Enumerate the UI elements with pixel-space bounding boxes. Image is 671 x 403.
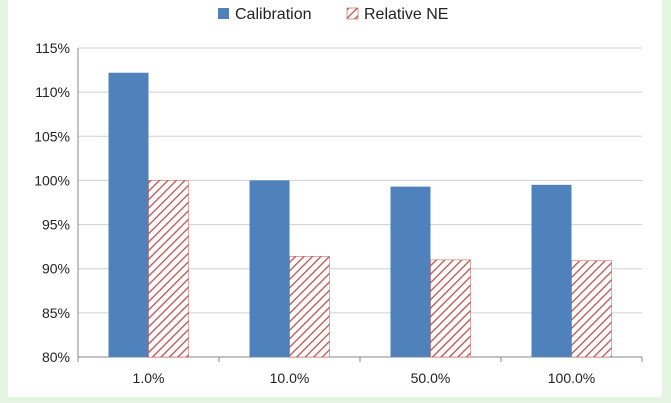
legend-label: Calibration — [235, 6, 311, 23]
y-tick-label: 80% — [42, 349, 70, 365]
x-tick-label: 1.0% — [133, 370, 165, 386]
bar-relative-ne — [430, 259, 471, 358]
legend: Calibration Relative NE — [218, 6, 448, 23]
bar-calibration — [390, 186, 431, 357]
x-tick-label: 100.0% — [548, 370, 595, 386]
bar-calibration — [249, 180, 290, 357]
x-tick-label: 10.0% — [270, 370, 310, 386]
legend-swatch — [218, 8, 229, 19]
bar-calibration — [531, 184, 572, 357]
y-tick-label: 105% — [34, 128, 70, 144]
legend-label: Relative NE — [364, 6, 448, 23]
x-tick-label: 50.0% — [411, 370, 451, 386]
y-tick-label: 85% — [42, 305, 70, 321]
bar-relative-ne — [571, 260, 612, 358]
y-tick-label: 90% — [42, 261, 70, 277]
y-tick-label: 115% — [35, 40, 70, 56]
chart-panel: Calibration Relative NE 80% 85% 90% 95% 100% 1… — [8, 0, 662, 397]
bar-calibration — [108, 72, 149, 357]
chart: Calibration Relative NE 80% 85% 90% 95% 100% 1… — [34, 6, 643, 386]
bar-relative-ne — [148, 180, 189, 358]
bar-relative-ne — [289, 256, 330, 358]
x-axis: 1.0% 10.0% 50.0% 100.0% — [77, 357, 643, 386]
bars — [108, 72, 612, 358]
y-tick-label: 95% — [42, 217, 70, 233]
y-axis: 80% 85% 90% 95% 100% 105% 110% 115% — [34, 40, 79, 365]
legend-swatch — [346, 7, 359, 20]
y-tick-label: 110% — [35, 84, 70, 100]
y-tick-label: 100% — [34, 172, 70, 188]
